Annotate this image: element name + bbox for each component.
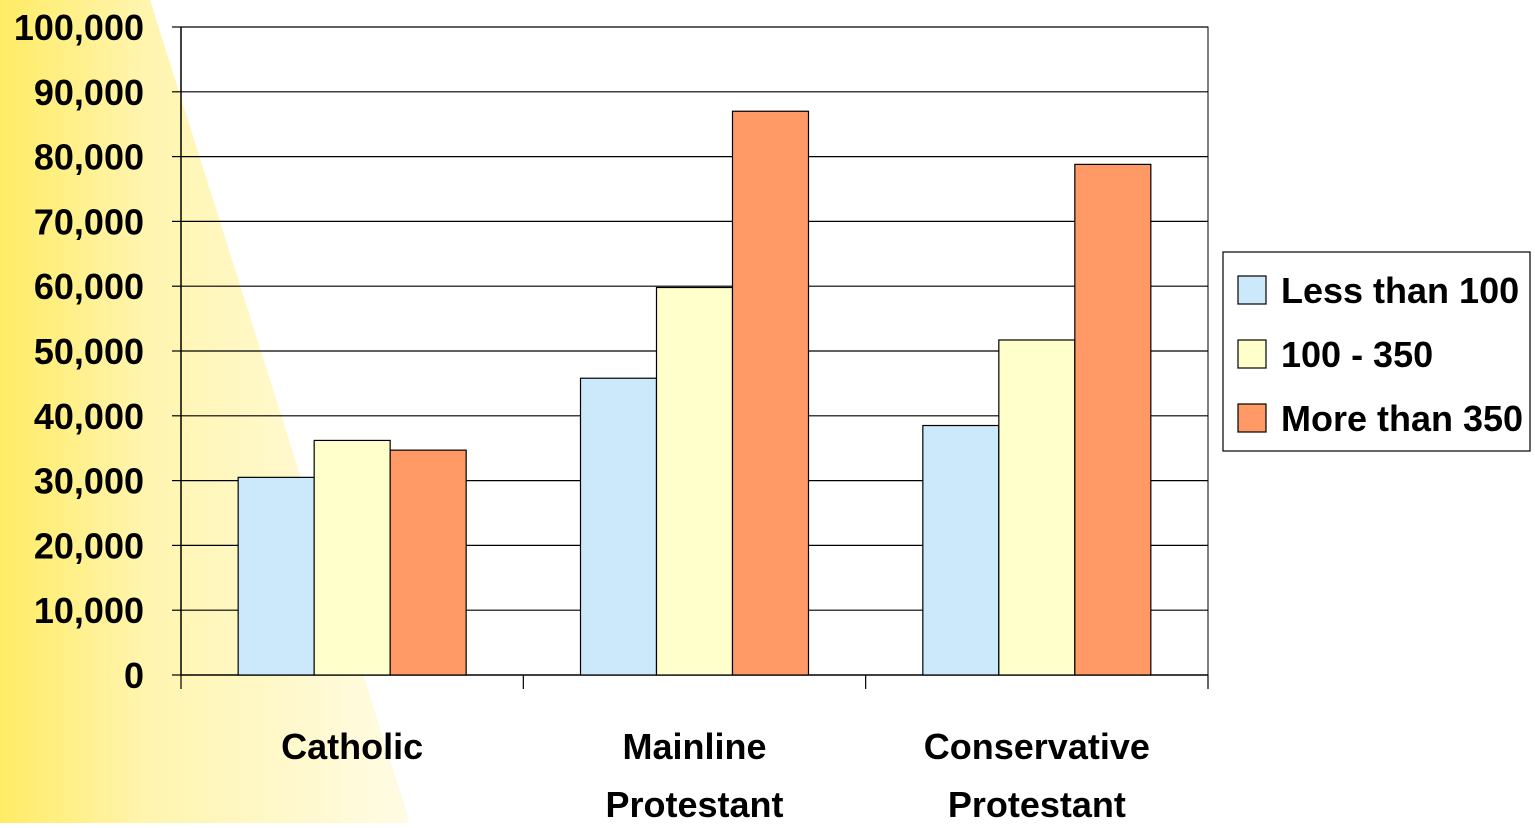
- y-tick-label: 60,000: [34, 266, 144, 307]
- bar: [1074, 163, 1152, 676]
- legend-swatch: [1237, 275, 1267, 305]
- legend-label: 100 - 350: [1281, 334, 1433, 375]
- y-tick-label: 30,000: [34, 461, 144, 502]
- bar: [237, 476, 315, 676]
- bar: [579, 377, 658, 676]
- x-category-label-line: Catholic: [281, 726, 423, 767]
- x-category-label-line: Protestant: [948, 784, 1126, 823]
- x-category-label-line: Conservative: [924, 726, 1150, 767]
- bar: [998, 339, 1076, 676]
- x-category-label-line: Protestant: [605, 784, 783, 823]
- y-tick-label: 50,000: [34, 331, 144, 372]
- y-tick-label: 80,000: [34, 137, 144, 178]
- bar: [922, 424, 1000, 676]
- x-category-label-line: Mainline: [622, 726, 766, 767]
- bar: [389, 449, 467, 676]
- x-category-label: Mainline Protestant: [605, 726, 783, 823]
- y-tick-label: 70,000: [34, 201, 144, 242]
- y-tick-label: 0: [124, 655, 144, 696]
- bar: [313, 439, 391, 676]
- y-tick-label: 20,000: [34, 525, 144, 566]
- y-tick-label: 10,000: [34, 590, 144, 631]
- legend-swatch: [1237, 403, 1267, 433]
- legend: [1222, 251, 1531, 452]
- legend-swatch: [1237, 339, 1267, 369]
- x-category-label: Catholic: [281, 726, 423, 767]
- y-tick-label: 90,000: [34, 72, 144, 113]
- bar: [655, 286, 734, 676]
- x-category-label: Conservative Protestant: [924, 726, 1150, 823]
- legend-label: More than 350: [1281, 398, 1523, 439]
- y-tick-label: 40,000: [34, 396, 144, 437]
- legend-label: Less than 100: [1281, 270, 1519, 311]
- bar: [731, 110, 810, 676]
- y-tick-label: 100,000: [14, 7, 144, 48]
